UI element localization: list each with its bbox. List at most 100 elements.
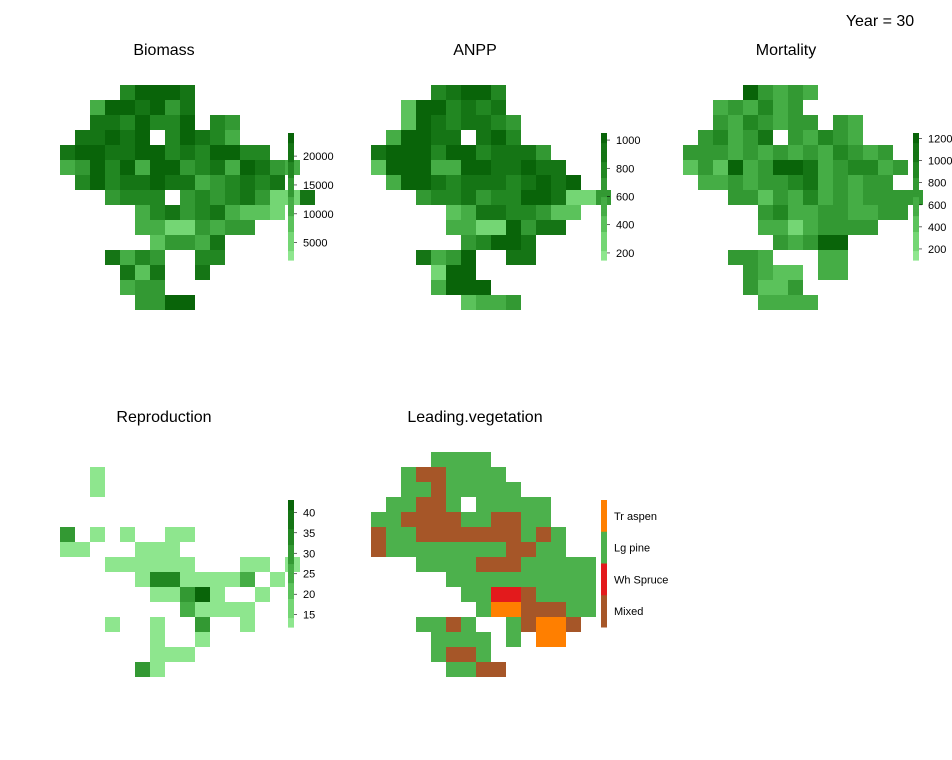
colorbar-segment [913, 183, 919, 188]
raster-cell [476, 587, 491, 602]
colorbar-segment [288, 199, 294, 204]
raster-cell [491, 145, 506, 160]
raster-cell [446, 265, 461, 280]
raster-cell [446, 250, 461, 265]
colorbar-segment [601, 164, 607, 169]
raster-cell [506, 497, 521, 512]
colorbar-segment [288, 253, 294, 258]
raster-cell [105, 160, 120, 175]
raster-cell [773, 160, 788, 175]
colorbar-tick-label: 20 [303, 589, 315, 601]
colorbar-segment [913, 209, 919, 213]
raster-cell [240, 205, 255, 220]
raster-cell [506, 235, 521, 250]
colorbar-segment [601, 209, 607, 213]
raster-cell [180, 175, 195, 190]
raster-cell [521, 572, 536, 587]
raster-cell [788, 190, 803, 205]
raster-cell [255, 160, 270, 175]
raster-cell [150, 205, 165, 220]
raster-cell [446, 160, 461, 175]
colorbar-segment [288, 611, 294, 615]
colorbar-tick-label: 25 [303, 569, 315, 581]
raster-cell [180, 295, 195, 310]
colorbar-tick-label: 200 [928, 244, 946, 256]
raster-cell [416, 542, 431, 557]
raster-cell [833, 145, 848, 160]
raster-cell [728, 160, 743, 175]
colorbar-segment [601, 148, 607, 153]
raster-cell [255, 587, 270, 602]
raster-cell [401, 482, 416, 497]
raster-cell [195, 250, 210, 265]
raster-cell [135, 145, 150, 160]
raster-cell [461, 632, 476, 647]
raster-cell [476, 130, 491, 145]
raster-cell [551, 587, 566, 602]
raster-cell [401, 467, 416, 482]
raster-cell [506, 115, 521, 130]
colorbar-segment [913, 237, 919, 242]
raster-cell [848, 175, 863, 190]
colorbar-segment [288, 607, 294, 612]
colorbar-segment [288, 139, 294, 144]
raster-cell [401, 100, 416, 115]
raster-cell [120, 85, 135, 100]
raster-cell [431, 632, 446, 647]
raster-cell [476, 467, 491, 482]
colorbar-segment [288, 566, 294, 571]
raster-cell [758, 205, 773, 220]
raster-cell [506, 145, 521, 160]
raster-cell [150, 662, 165, 677]
raster-cell [833, 250, 848, 265]
raster-cell [165, 587, 180, 602]
raster-cell [788, 220, 803, 235]
legend-swatch [601, 563, 607, 596]
raster-cell [210, 160, 225, 175]
colorbar-segment [288, 585, 294, 590]
raster-cell [105, 175, 120, 190]
raster-cell [240, 220, 255, 235]
legend-label: Tr aspen [614, 511, 657, 523]
colorbar-segment [288, 553, 294, 558]
colorbar-segment [288, 582, 294, 587]
raster-cell [848, 205, 863, 220]
raster-cell [165, 220, 180, 235]
raster-cell [683, 160, 698, 175]
raster-cell [506, 220, 521, 235]
colorbar-segment [288, 136, 294, 140]
raster-cell [255, 205, 270, 220]
raster-cell [135, 205, 150, 220]
raster-cell [461, 250, 476, 265]
colorbar-tick-label: 200 [616, 248, 634, 260]
raster-cell [446, 632, 461, 647]
raster-cell [461, 85, 476, 100]
raster-cell [788, 160, 803, 175]
raster-cell [848, 130, 863, 145]
raster-cell [758, 85, 773, 100]
raster-cell [180, 100, 195, 115]
raster-cell [401, 145, 416, 160]
raster-cell [818, 205, 833, 220]
raster-cell [210, 205, 225, 220]
raster-cell [150, 85, 165, 100]
colorbar-segment [601, 202, 607, 207]
colorbar-segment [601, 253, 607, 258]
raster-cell [818, 235, 833, 250]
anpp-title: ANPP [453, 42, 497, 59]
raster-cell [60, 542, 75, 557]
colorbar-segment [288, 250, 294, 255]
raster-cell [476, 160, 491, 175]
raster-cell [521, 175, 536, 190]
raster-cell [818, 190, 833, 205]
raster-cell [431, 250, 446, 265]
raster-cell [150, 250, 165, 265]
raster-cell [878, 190, 893, 205]
raster-cell [788, 235, 803, 250]
colorbar-segment [288, 531, 294, 536]
raster-cell [833, 175, 848, 190]
raster-cell [551, 542, 566, 557]
raster-cell [90, 160, 105, 175]
raster-cell [551, 527, 566, 542]
raster-cell [120, 130, 135, 145]
